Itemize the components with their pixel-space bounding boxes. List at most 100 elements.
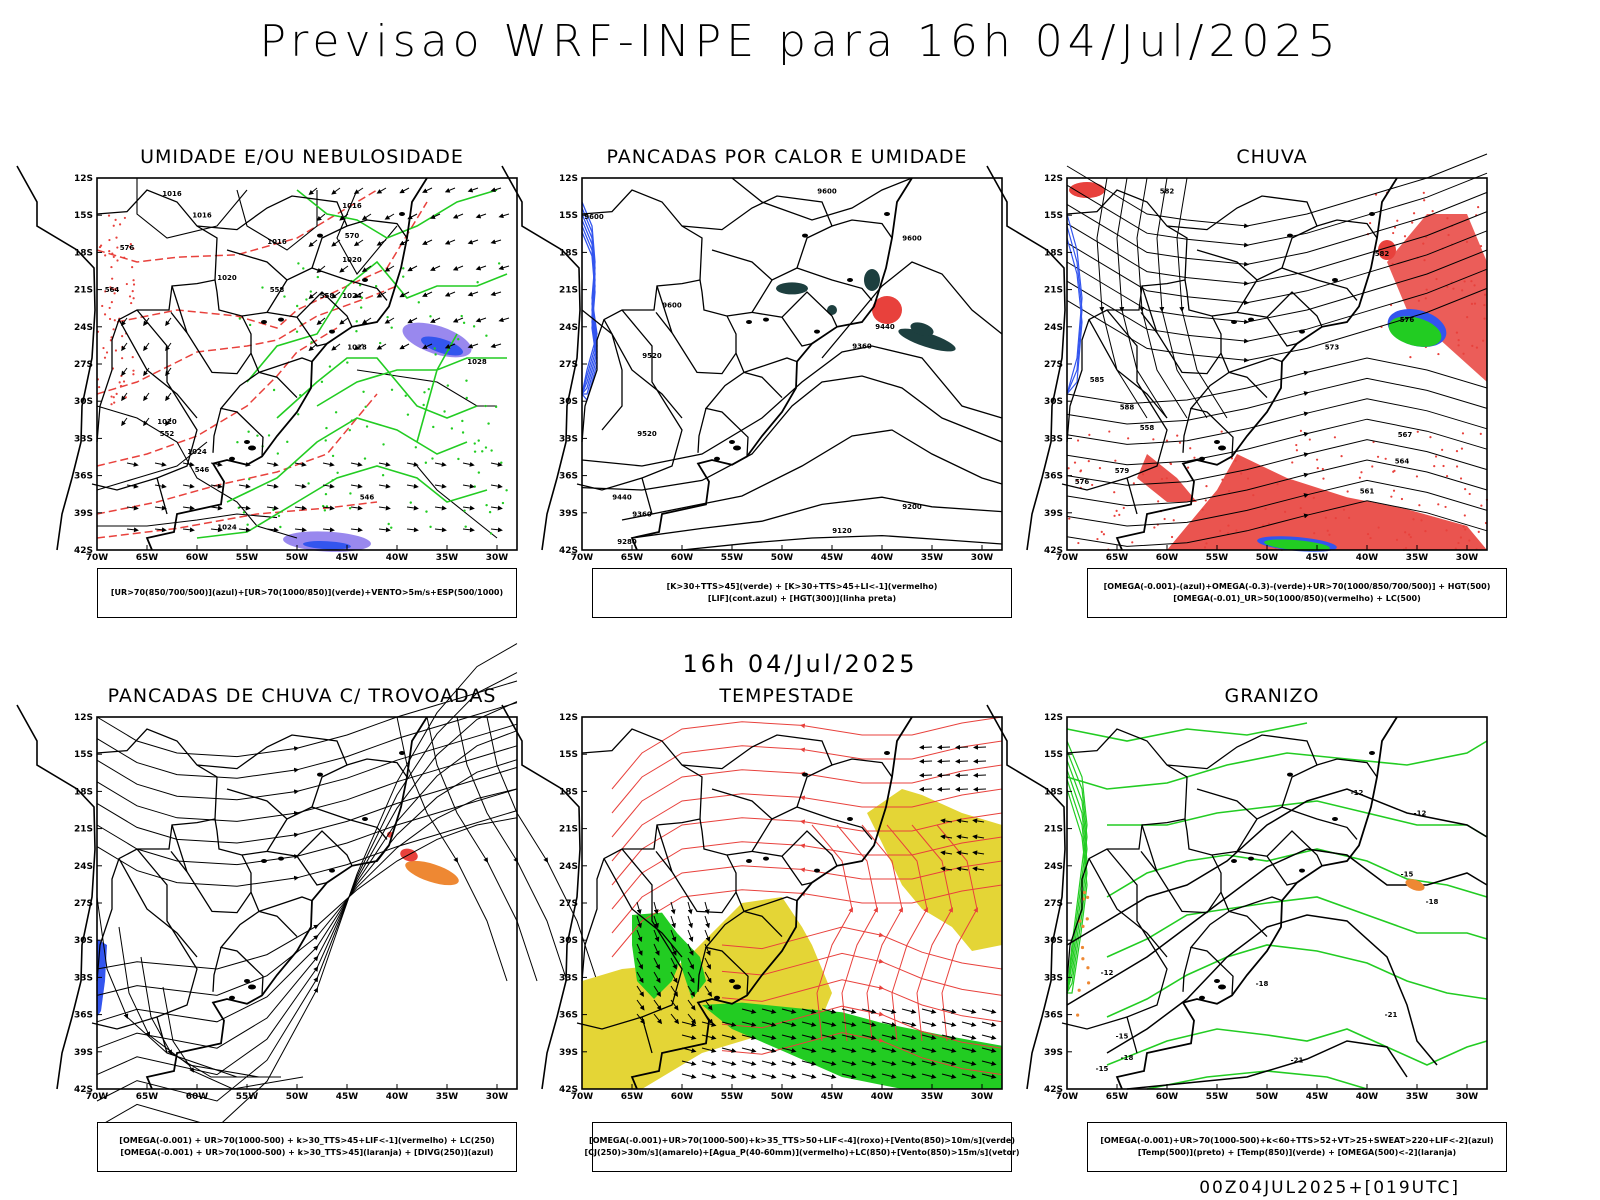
lake [1231,320,1237,324]
lake [244,979,250,983]
rain-speck [1426,289,1428,291]
lake [399,751,405,755]
thickness-speck [132,356,134,358]
rain-speck [1408,534,1410,536]
political-border [727,280,772,316]
contour-label: -12 [1414,809,1427,817]
wind-vector [239,507,249,508]
rain-speck [1401,498,1403,500]
rain-speck [1264,508,1266,510]
contour-label: -15 [1401,871,1414,879]
low-humidity-speck [490,532,492,534]
streamline [97,724,517,800]
lon-label: 40W [1356,553,1379,563]
legend-line: [OMEGA(-0.001) + UR>70(1000-500) + k>30_… [120,1147,493,1159]
contour-label: 9280 [617,538,637,546]
main-title: Previsao WRF-INPE para 16h 04/Jul/2025 [0,16,1600,67]
contour-label: 9520 [642,352,662,360]
political-border [1062,1017,1127,1029]
wind-vector [982,1035,995,1038]
low-humidity-speck [349,429,351,431]
rain-speck [1171,536,1173,538]
lat-label: 12S [559,713,578,723]
contour-label: 9360 [852,342,872,350]
rain-speck [1067,467,1069,469]
wind-vector [144,343,149,349]
lon-label: 60W [671,553,694,563]
lat-label: 36S [74,472,93,482]
lake [1214,440,1220,444]
low-humidity-speck [277,452,279,454]
thickness-speck [113,225,115,227]
low-humidity-speck [474,450,476,452]
low-humidity-speck [423,391,425,393]
rain-speck [1202,509,1204,511]
rain-speck [1447,234,1449,236]
low-humidity-speck [464,525,466,527]
political-border [297,831,352,866]
rain-speck [1114,460,1116,462]
low-humidity-speck [457,338,459,340]
thickness-speck [121,335,123,337]
low-humidity-speck [478,471,480,473]
wind-vector [882,1009,895,1012]
lat-label: 36S [1044,1011,1063,1021]
wind-vector [742,1048,755,1051]
wind-vector [356,240,363,245]
temperature-850-contour [1067,741,1487,789]
pressure-isobar [97,514,277,526]
wind-vector [470,292,478,295]
rain-speck [1423,259,1425,261]
lon-label: 30W [486,1092,509,1102]
rain-speck [1429,436,1431,438]
low-humidity-speck [278,515,280,517]
wind-vector [267,507,277,508]
geopotential-contour [822,262,1002,358]
low-humidity-speck [434,347,436,349]
thickness-speck [124,217,126,219]
legend-line: [OMEGA(-0.001)+UR>70(1000-500)+k>35_TTS>… [589,1135,1015,1147]
rain-speck [1464,528,1466,530]
wind-vector [455,214,463,217]
wind-vector [478,214,486,217]
rain-speck [1404,531,1406,533]
rain-speck [1460,536,1462,538]
wind-vector [478,318,486,321]
low-humidity-speck [410,501,412,503]
low-humidity-speck [279,526,281,528]
low-humidity-speck [465,379,467,381]
lat-label: 30S [74,397,93,407]
wind-vector [447,240,455,243]
lat-label: 36S [559,1011,578,1021]
rain-speck [1334,436,1336,438]
rain-speck [1469,493,1471,495]
wind-vector [492,240,501,243]
contour-label: 9200 [902,503,922,511]
contour-label: 576 [1075,478,1090,486]
political-border [221,353,263,456]
wind-vector [155,507,165,508]
rain-speck [1108,430,1110,432]
wind-vector [463,529,473,530]
lat-label: 18S [1044,248,1063,258]
map-border [582,178,1002,550]
political-border [797,807,872,839]
low-humidity-speck [476,281,478,283]
wind-vector [211,507,221,508]
contour-label: -18 [1256,980,1269,988]
lake [1199,457,1205,461]
lat-label: 33S [74,434,93,444]
low-humidity-speck [247,431,249,433]
lat-label: 21S [1044,825,1063,835]
lake [1287,234,1293,238]
wind-vector [409,266,417,270]
lon-label: 45W [821,1092,844,1102]
rain-speck [1466,241,1468,243]
temperature-850-contour [1107,849,1487,897]
political-border [1282,268,1357,300]
lake [1332,817,1338,821]
strong-ascent-speck [1086,896,1089,899]
low-humidity-speck [505,489,507,491]
rain-speck [1378,526,1380,528]
rain-speck [1113,491,1115,493]
